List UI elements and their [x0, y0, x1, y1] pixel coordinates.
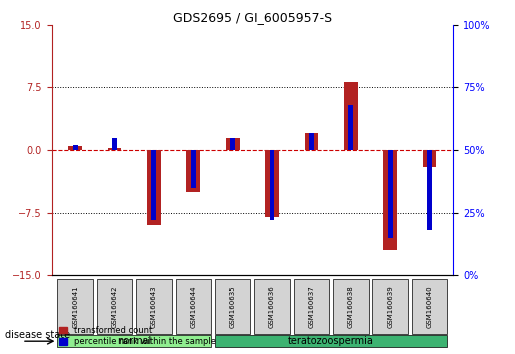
FancyBboxPatch shape — [57, 279, 93, 334]
Text: GSM160644: GSM160644 — [190, 285, 196, 328]
Legend: transformed count, percentile rank within the sample: transformed count, percentile rank withi… — [56, 322, 219, 350]
Text: GSM160635: GSM160635 — [230, 285, 236, 328]
FancyBboxPatch shape — [57, 336, 211, 347]
FancyBboxPatch shape — [333, 279, 369, 334]
Text: teratozoospermia: teratozoospermia — [288, 336, 374, 346]
FancyBboxPatch shape — [294, 279, 329, 334]
FancyBboxPatch shape — [97, 279, 132, 334]
FancyBboxPatch shape — [176, 279, 211, 334]
Text: GSM160643: GSM160643 — [151, 285, 157, 328]
Bar — [383, 150, 397, 250]
FancyBboxPatch shape — [215, 279, 250, 334]
Bar — [427, 150, 432, 230]
Bar — [112, 137, 117, 150]
FancyBboxPatch shape — [254, 279, 290, 334]
Bar — [226, 137, 239, 150]
Bar — [191, 150, 196, 188]
Text: disease state: disease state — [5, 330, 70, 339]
FancyBboxPatch shape — [215, 336, 448, 347]
FancyBboxPatch shape — [412, 279, 448, 334]
Bar — [73, 145, 78, 150]
Text: GSM160638: GSM160638 — [348, 285, 354, 328]
Text: GSM160636: GSM160636 — [269, 285, 275, 328]
FancyBboxPatch shape — [136, 279, 171, 334]
Bar — [309, 132, 314, 150]
Bar — [265, 150, 279, 217]
Text: normal: normal — [117, 336, 151, 346]
Title: GDS2695 / GI_6005957-S: GDS2695 / GI_6005957-S — [173, 11, 332, 24]
Bar — [147, 150, 161, 225]
Text: GSM160639: GSM160639 — [387, 285, 393, 328]
Bar — [230, 137, 235, 150]
Bar — [304, 133, 318, 150]
Bar — [388, 150, 392, 238]
Bar — [108, 148, 122, 150]
Bar — [423, 150, 436, 167]
Bar — [68, 146, 82, 150]
FancyBboxPatch shape — [372, 279, 408, 334]
Bar — [270, 150, 274, 220]
Text: GSM160640: GSM160640 — [426, 285, 433, 328]
Text: GSM160641: GSM160641 — [72, 285, 78, 328]
Text: GSM160642: GSM160642 — [112, 285, 117, 328]
Text: GSM160637: GSM160637 — [308, 285, 315, 328]
Bar — [348, 105, 353, 150]
Bar — [151, 150, 157, 220]
Bar — [186, 150, 200, 192]
Bar — [344, 81, 358, 150]
